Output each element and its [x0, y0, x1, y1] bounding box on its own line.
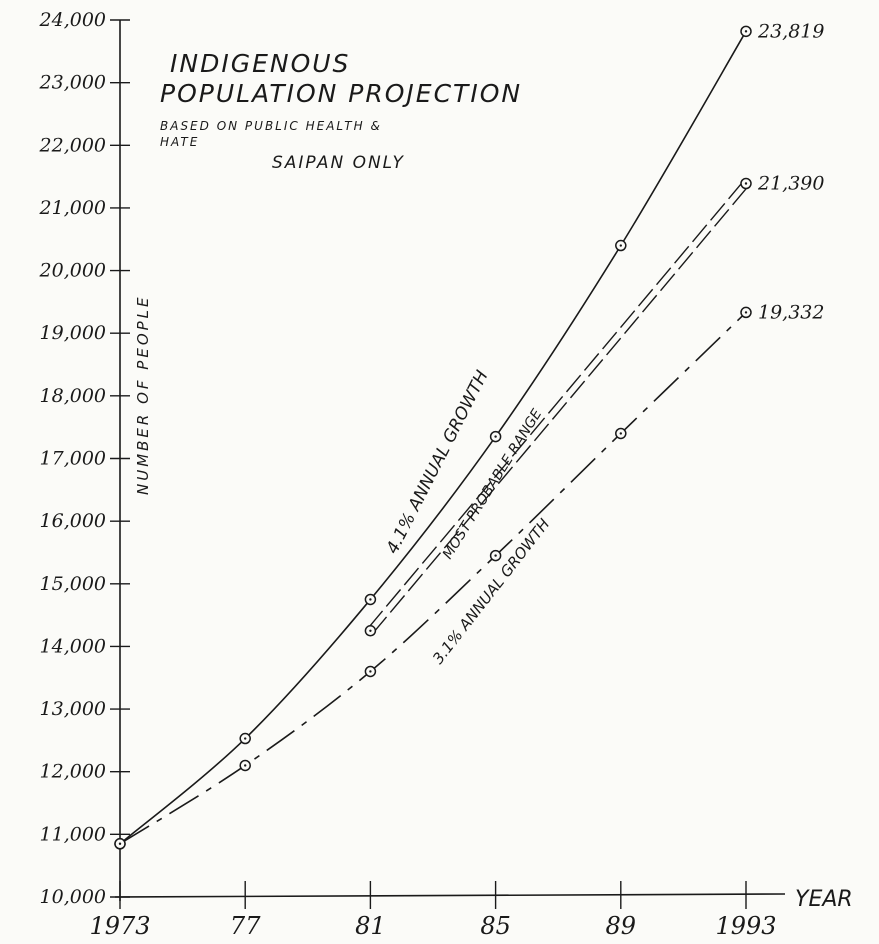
end-value-label: 23,819 [757, 20, 824, 42]
series-label-4-1: 4.1% ANNUAL GROWTH [383, 367, 493, 557]
series-line-3 [119, 311, 747, 845]
x-ticks: 1973 77 81 85 89 1993 [89, 881, 777, 940]
data-point-center [494, 435, 497, 438]
data-point-center [369, 629, 372, 632]
data-point-center [744, 182, 748, 185]
y-tick-label: 23,000 [39, 72, 106, 94]
y-tick-label: 11,000 [40, 823, 106, 845]
y-tick-label: 21,000 [39, 197, 106, 219]
y-tick-label: 16,000 [40, 510, 106, 532]
y-tick-label: 19,000 [40, 322, 106, 344]
chart-subtitle-line-2: HATE [160, 135, 199, 149]
x-tick-label: 85 [480, 912, 511, 940]
x-tick-label: 1973 [89, 912, 150, 940]
y-tick-label: 17,000 [40, 448, 106, 470]
y-tick-label: 18,000 [40, 385, 106, 407]
x-axis-label: YEAR [795, 887, 853, 912]
y-axis-label: NUMBER OF PEOPLE [134, 294, 152, 495]
y-tick-label: 20,000 [39, 260, 106, 282]
data-point-center [744, 311, 748, 314]
x-tick-label: 77 [230, 912, 261, 940]
chart-title-line-1: INDIGENOUS [170, 49, 350, 78]
x-tick-label: 1993 [715, 912, 776, 940]
data-point-center [744, 30, 748, 33]
data-point-center [619, 432, 622, 435]
x-axis-line [114, 893, 786, 898]
series-lines [119, 30, 749, 845]
series-line-1 [119, 30, 747, 845]
end-value-label: 21,390 [757, 172, 824, 194]
data-point-center [369, 598, 372, 601]
data-point-center [244, 764, 247, 767]
data-point-center [494, 554, 497, 557]
x-tick-label: 89 [606, 912, 637, 940]
y-tick-label: 15,000 [40, 573, 106, 595]
series-line-2 [367, 180, 745, 629]
series-label-3-1: 3.1% ANNUAL GROWTH [429, 515, 553, 667]
data-point-center [619, 244, 622, 247]
data-point-center [244, 737, 247, 740]
chart-subtitle-line-1: BASED ON PUBLIC HEALTH & [160, 119, 382, 133]
y-tick-label: 22,000 [39, 134, 106, 156]
series-line-2-outline [371, 186, 749, 635]
axes [114, 20, 786, 901]
x-tick-label: 81 [355, 912, 386, 940]
y-tick-label: 10,000 [40, 886, 106, 908]
y-tick-label: 14,000 [40, 635, 106, 657]
y-tick-label: 24,000 [39, 9, 106, 31]
data-point-center [118, 842, 122, 845]
chart-note: SAIPAN ONLY [272, 153, 405, 173]
data-point-center [369, 670, 372, 673]
y-tick-label: 13,000 [40, 698, 106, 720]
series-points: 23,819 21,390 19,332 [114, 20, 824, 850]
end-value-label: 19,332 [758, 301, 824, 323]
chart-title-line-2: POPULATION PROJECTION [160, 79, 522, 108]
y-ticks: 10,000 11,000 12,000 13,000 14,000 15,000 16,0… [39, 9, 130, 908]
y-tick-label: 12,000 [40, 761, 106, 783]
